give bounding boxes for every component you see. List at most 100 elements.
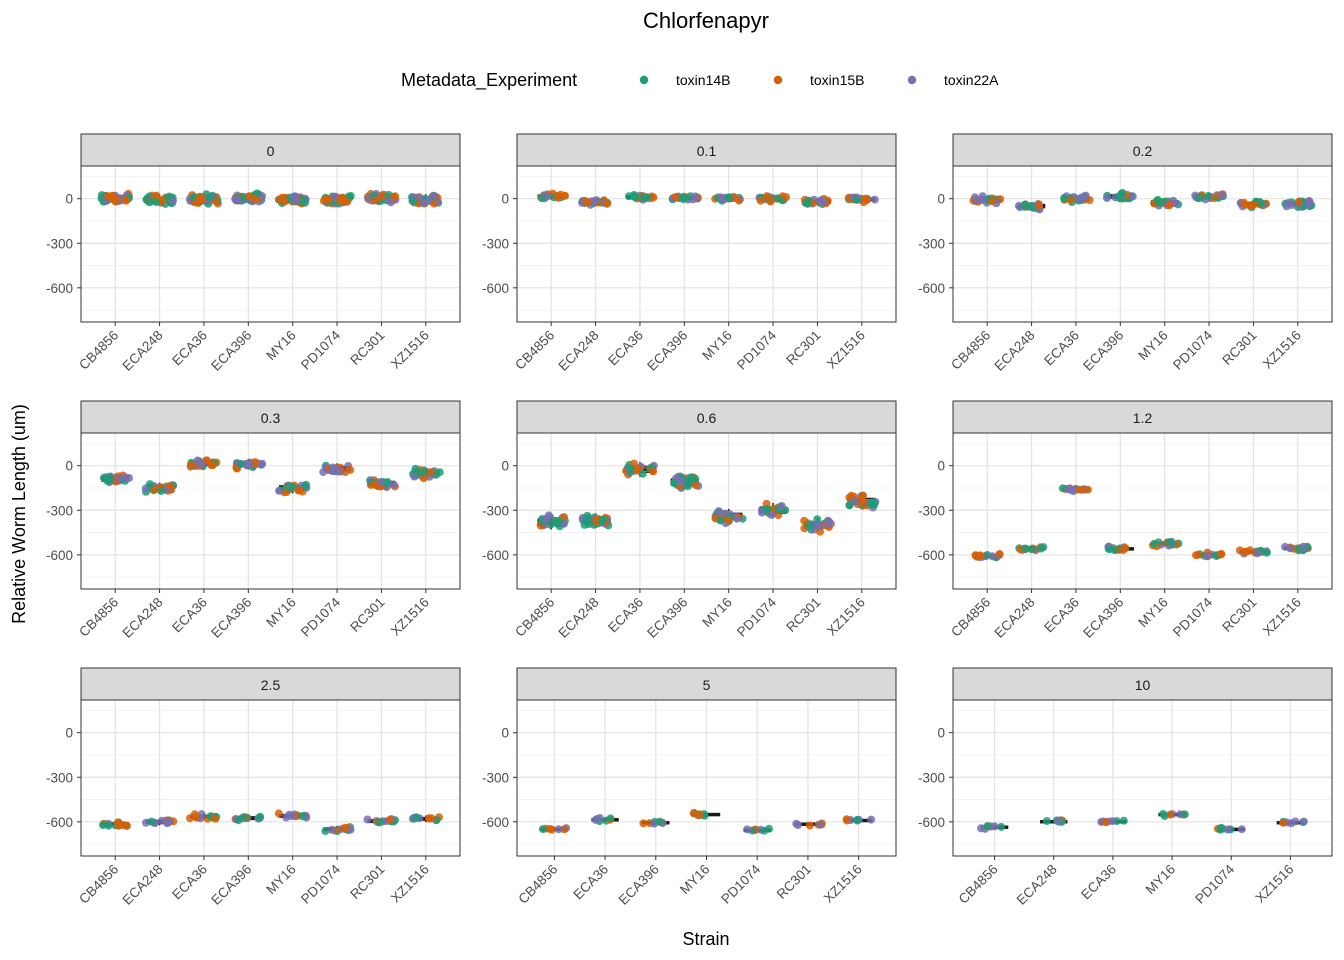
x-tick-label: XZ1516	[824, 595, 868, 639]
point-ECA248	[583, 511, 592, 520]
x-tick-label: RC301	[347, 328, 387, 368]
point-ECA248	[592, 196, 601, 205]
data-marks	[537, 189, 879, 209]
x-tick-label: XZ1516	[1260, 595, 1304, 639]
x-tick-label: CB4856	[512, 328, 557, 373]
panel-background	[81, 166, 460, 322]
data-marks	[977, 810, 1308, 834]
legend-entry-toxin22A: toxin22A	[907, 72, 999, 88]
panel-background	[81, 700, 460, 856]
point-ECA248	[164, 818, 173, 826]
point-ECA36	[211, 814, 220, 823]
point-RC301	[1246, 546, 1254, 555]
point-ECA248	[1054, 816, 1063, 825]
x-tick-label: MY16	[699, 595, 735, 631]
point-XZ1516	[842, 815, 851, 824]
y-tick-label: -300	[918, 236, 945, 251]
x-tick-label: PD1074	[1192, 861, 1237, 906]
point-PD1074	[1195, 193, 1204, 202]
y-axis: 0 -300 -600	[46, 459, 81, 563]
point-PD1074	[1217, 190, 1226, 199]
x-tick-label: ECA396	[1080, 328, 1126, 374]
legend: Metadata_Experiment toxin14B toxin15B to…	[401, 70, 999, 91]
panel-border	[516, 432, 897, 590]
facet-strip-label: 0.3	[261, 410, 281, 426]
y-tick-label: 0	[65, 192, 73, 207]
panel-border	[80, 165, 461, 323]
point-ECA248	[1027, 545, 1036, 554]
point-RC301	[369, 480, 378, 489]
point-XZ1516	[435, 468, 444, 477]
x-tick-label: CB4856	[515, 862, 560, 907]
x-tick-label: PD1074	[718, 861, 763, 906]
y-axis-label: Relative Worm Length (um)	[9, 404, 29, 624]
x-tick-label: CB4856	[512, 595, 557, 640]
x-tick-label: ECA396	[1080, 595, 1126, 641]
point-XZ1516	[847, 491, 856, 500]
point-ECA36	[1066, 485, 1075, 494]
facet-dose-5: 5 0 -300 -600 CB4856 ECA36 ECA396 MY16 PD1074 RC3…	[482, 667, 897, 908]
legend-label-toxin22A: toxin22A	[944, 72, 999, 88]
point-ECA396	[671, 193, 680, 201]
x-tick-label: XZ1516	[1260, 328, 1304, 372]
point-RC301	[389, 480, 398, 489]
panel-border	[80, 432, 461, 590]
point-RC301	[376, 478, 385, 487]
point-XZ1516	[1294, 198, 1303, 206]
point-PD1074	[327, 825, 336, 834]
point-ECA248	[145, 480, 154, 489]
x-tick-label: PD1074	[1170, 327, 1215, 372]
facet-strip-label: 0.1	[697, 143, 717, 159]
y-tick-label: -300	[482, 236, 509, 251]
x-tick-label: ECA248	[992, 595, 1038, 641]
y-axis: 0 -300 -600	[918, 726, 953, 830]
x-tick-label: RC301	[347, 595, 387, 635]
y-tick-label: -300	[46, 770, 73, 785]
x-tick-label: MY16	[677, 862, 713, 898]
point-ECA396	[655, 817, 664, 826]
x-tick-label: XZ1516	[388, 862, 432, 906]
point-ECA248	[158, 197, 167, 206]
point-ECA248	[597, 517, 606, 525]
point-ECA36	[194, 198, 203, 207]
point-ECA248	[147, 817, 156, 826]
point-RC301	[824, 517, 833, 526]
y-tick-label: -600	[46, 548, 73, 563]
x-tick-label: PD1074	[734, 594, 779, 639]
chart-title: Chlorfenapyr	[643, 8, 769, 33]
x-tick-label: ECA396	[616, 862, 662, 908]
point-MY16	[280, 197, 289, 206]
point-RC301	[391, 192, 400, 201]
y-tick-label: -600	[482, 815, 509, 830]
point-XZ1516	[427, 814, 436, 823]
point-PD1074	[762, 192, 771, 201]
point-XZ1516	[410, 472, 419, 481]
point-XZ1516	[1299, 542, 1308, 551]
y-tick-label: 0	[937, 726, 945, 741]
panel-border	[952, 432, 1333, 590]
point-ECA248	[1021, 544, 1030, 553]
x-tick-label: ECA248	[1014, 862, 1060, 908]
point-ECA248	[166, 482, 175, 491]
point-MY16	[695, 811, 704, 820]
point-ECA36	[187, 460, 196, 469]
point-ECA396	[258, 459, 267, 468]
point-PD1074	[321, 827, 330, 835]
point-PD1074	[1217, 550, 1226, 558]
panel-border	[516, 165, 897, 323]
gridlines	[81, 433, 460, 589]
point-ECA36	[591, 815, 600, 824]
y-tick-label: -600	[46, 815, 73, 830]
y-tick-label: -600	[482, 548, 509, 563]
point-PD1074	[322, 194, 331, 203]
point-XZ1516	[853, 815, 862, 824]
y-tick-label: -300	[482, 503, 509, 518]
point-RC301	[386, 198, 395, 207]
y-tick-label: 0	[501, 459, 509, 474]
point-XZ1516	[412, 813, 421, 822]
gridlines	[953, 166, 1332, 322]
